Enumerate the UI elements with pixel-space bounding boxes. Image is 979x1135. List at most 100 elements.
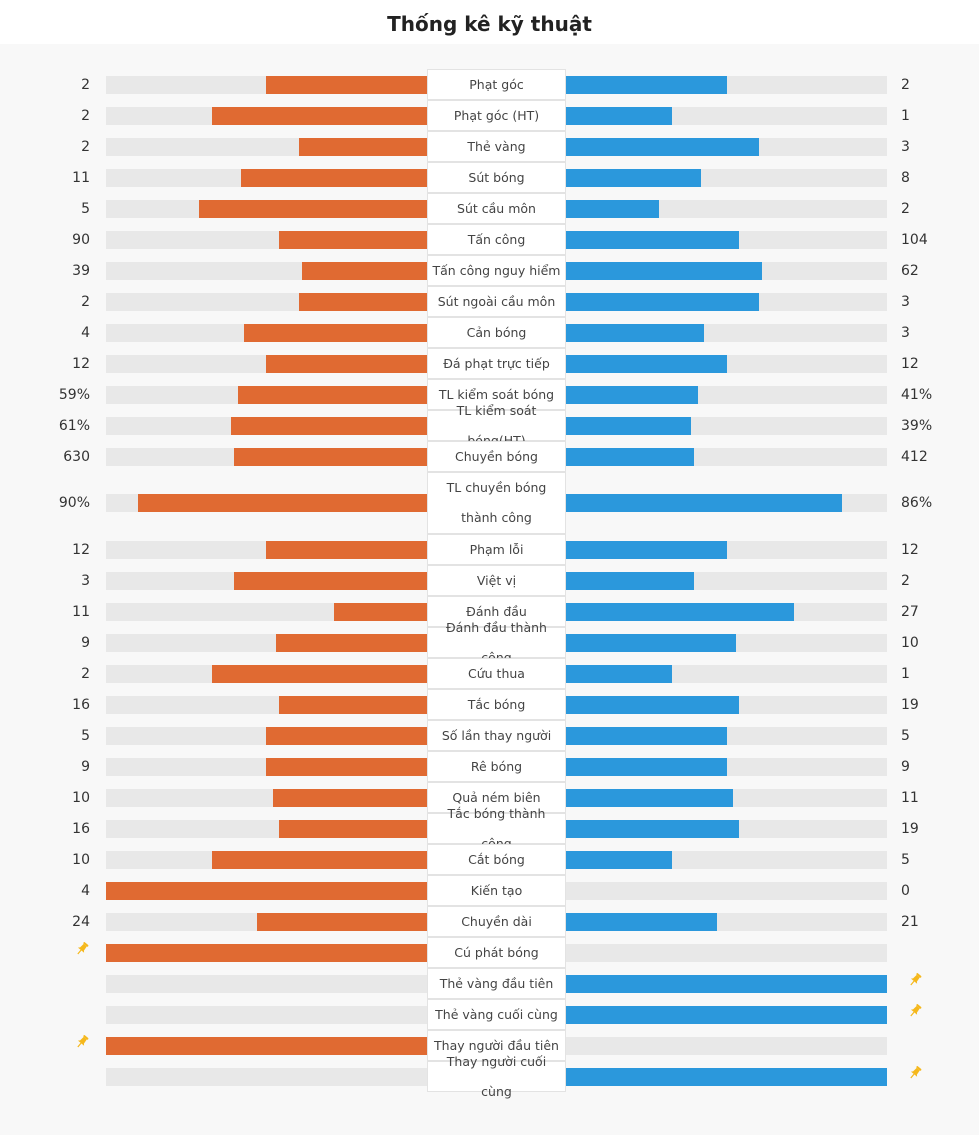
home-bar-track [106, 1037, 427, 1055]
home-bar-track [106, 541, 427, 559]
away-value: 1 [901, 665, 910, 682]
stat-label: TL kiểm soát bóng [427, 379, 566, 410]
home-bar [106, 944, 427, 962]
away-bar-track [566, 107, 887, 125]
pin-icon [40, 937, 90, 968]
away-value: 11 [901, 789, 919, 806]
home-bar-track [106, 913, 427, 931]
away-bar [566, 789, 733, 807]
stat-label: Sút bóng [427, 162, 566, 193]
stat-row: Thẻ vàng cuối cùng [0, 999, 979, 1030]
home-bar [334, 603, 427, 621]
stat-label: Thay người cuối cùng [427, 1054, 566, 1099]
away-value: 19 [901, 696, 919, 713]
away-bar [566, 665, 672, 683]
away-bar-track [566, 417, 887, 435]
home-value: 39 [72, 262, 90, 279]
home-bar [199, 200, 427, 218]
home-bar [299, 293, 427, 311]
away-bar-track [566, 882, 887, 900]
home-bar [241, 169, 427, 187]
home-bar [138, 494, 427, 512]
stat-label: TL kiểm soát bóng(HT) [427, 403, 566, 448]
home-bar [266, 76, 427, 94]
away-bar-track [566, 448, 887, 466]
away-bar-track [566, 913, 887, 931]
home-value [40, 1061, 90, 1092]
away-bar-track [566, 386, 887, 404]
away-bar [566, 107, 672, 125]
away-bar [566, 913, 717, 931]
away-bar-track [566, 696, 887, 714]
away-value: 21 [901, 913, 919, 930]
stat-row: Thẻ vàng đầu tiên [0, 968, 979, 999]
home-value: 630 [63, 448, 90, 465]
away-bar [566, 293, 759, 311]
home-value: 90% [58, 495, 90, 511]
stat-label: Tấn công [427, 224, 566, 255]
stat-row: 11 Đánh đầu 27 [0, 596, 979, 627]
stat-label: Sút cầu môn [427, 193, 566, 224]
stat-label: Phạt góc [427, 69, 566, 100]
home-value: 2 [81, 76, 90, 93]
home-value: 5 [81, 200, 90, 217]
away-bar-track [566, 355, 887, 373]
away-bar [566, 820, 739, 838]
away-value: 2 [901, 76, 910, 93]
home-bar-track [106, 262, 427, 280]
away-bar [566, 76, 727, 94]
away-value [897, 937, 951, 968]
home-bar [276, 634, 427, 652]
home-bar-track [106, 634, 427, 652]
home-bar-track [106, 386, 427, 404]
stat-label: Đá phạt trực tiếp [427, 348, 566, 379]
away-bar [566, 169, 701, 187]
away-bar [566, 448, 694, 466]
home-bar-track [106, 417, 427, 435]
home-value [40, 999, 90, 1030]
away-bar-track [566, 293, 887, 311]
stat-label: Cứu thua [427, 658, 566, 689]
stat-row: 5 Số lần thay người 5 [0, 720, 979, 751]
away-bar [566, 541, 727, 559]
away-bar-track [566, 634, 887, 652]
home-bar-track [106, 231, 427, 249]
home-bar-track [106, 727, 427, 745]
home-bar-track [106, 1006, 427, 1024]
stat-label: Đánh đầu [427, 596, 566, 627]
away-bar [566, 231, 739, 249]
stat-row: 11 Sút bóng 8 [0, 162, 979, 193]
home-bar-track [106, 603, 427, 621]
home-bar [212, 107, 427, 125]
stat-row: 39 Tấn công nguy hiểm 62 [0, 255, 979, 286]
home-bar [257, 913, 427, 931]
home-bar [266, 355, 427, 373]
stat-label: Cản bóng [427, 317, 566, 348]
away-bar [566, 727, 727, 745]
away-value: 2 [901, 200, 910, 217]
home-bar-track [106, 293, 427, 311]
home-bar [238, 386, 427, 404]
away-bar [566, 758, 727, 776]
home-value: 24 [72, 913, 90, 930]
home-value: 12 [72, 355, 90, 372]
away-bar-track [566, 1006, 887, 1024]
home-bar-track [106, 200, 427, 218]
home-bar [279, 696, 427, 714]
home-bar [273, 789, 427, 807]
stat-row: 59% TL kiểm soát bóng 41% [0, 379, 979, 410]
away-bar [566, 1006, 887, 1024]
away-bar-track [566, 169, 887, 187]
stat-row: 2 Cứu thua 1 [0, 658, 979, 689]
pin-icon [897, 999, 947, 1030]
stat-row: 10 Cắt bóng 5 [0, 844, 979, 875]
home-bar-track [106, 355, 427, 373]
away-bar [566, 1068, 887, 1086]
home-bar [231, 417, 427, 435]
home-value: 11 [72, 603, 90, 620]
stat-label: Số lần thay người [427, 720, 566, 751]
stat-label: Việt vị [427, 565, 566, 596]
stat-label: Cắt bóng [427, 844, 566, 875]
home-bar-track [106, 944, 427, 962]
away-value: 5 [901, 727, 910, 744]
